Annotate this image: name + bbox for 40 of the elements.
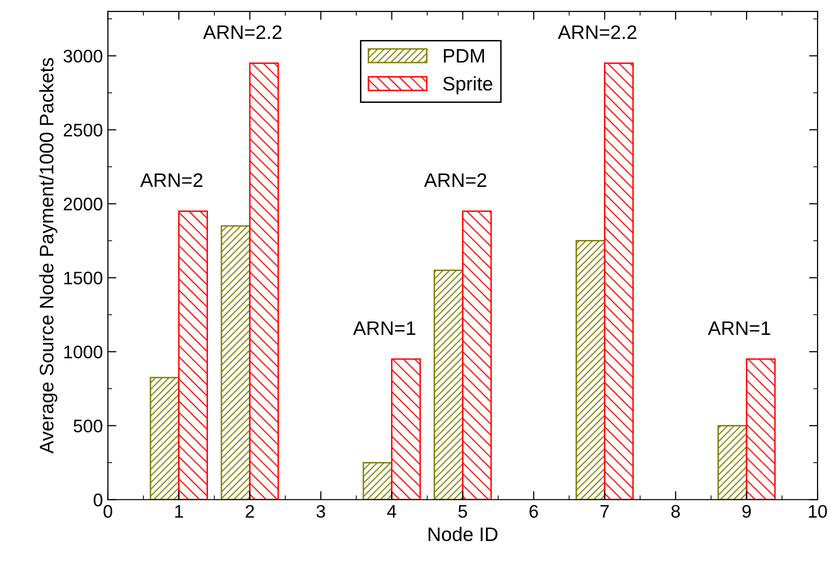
bar	[462, 210, 492, 500]
legend-label: PDM	[444, 49, 484, 63]
bar	[220, 225, 251, 500]
x-tick-label: 8	[671, 504, 680, 518]
y-tick-label: 2000	[64, 198, 102, 210]
y-axis-title: Average Source Node Payment/1000 Packets	[39, 58, 58, 454]
annotation: ARN=1	[353, 321, 416, 335]
legend-label: Sprite	[443, 76, 492, 94]
y-tick-label: 500	[74, 420, 102, 432]
x-tick-label: 7	[600, 505, 609, 518]
x-tick-label: 0	[104, 504, 112, 518]
x-axis-title: Node ID	[428, 526, 498, 542]
bar	[746, 358, 776, 500]
bar	[604, 62, 634, 500]
y-tick-label: 1500	[64, 272, 102, 284]
bar	[434, 270, 464, 500]
x-tick-label: 4	[387, 505, 396, 518]
x-tick-label: 10	[808, 504, 827, 518]
x-tick-label: 1	[175, 505, 184, 518]
annotation: ARN=2.2	[558, 25, 636, 39]
annotation: ARN=2.2	[203, 25, 282, 39]
bar	[391, 358, 421, 500]
bar	[150, 376, 180, 500]
bar	[249, 62, 279, 500]
bar	[178, 210, 208, 500]
annotation: ARN=2	[424, 173, 486, 187]
annotation: ARN=1	[708, 321, 770, 335]
x-tick-label: 2	[246, 504, 254, 518]
bar	[576, 240, 606, 500]
y-tick-label: 1000	[64, 346, 102, 358]
y-tick-label: 3000	[64, 50, 102, 63]
bar	[718, 424, 748, 500]
x-tick-label: 6	[530, 504, 538, 518]
bar	[362, 462, 392, 500]
x-tick-label: 5	[458, 505, 467, 518]
y-tick-label: 2500	[64, 124, 102, 136]
x-tick-label: 9	[742, 504, 751, 518]
annotation: ARN=2	[140, 173, 202, 187]
x-tick-label: 3	[316, 504, 326, 518]
y-tick-label: 0	[94, 494, 102, 506]
